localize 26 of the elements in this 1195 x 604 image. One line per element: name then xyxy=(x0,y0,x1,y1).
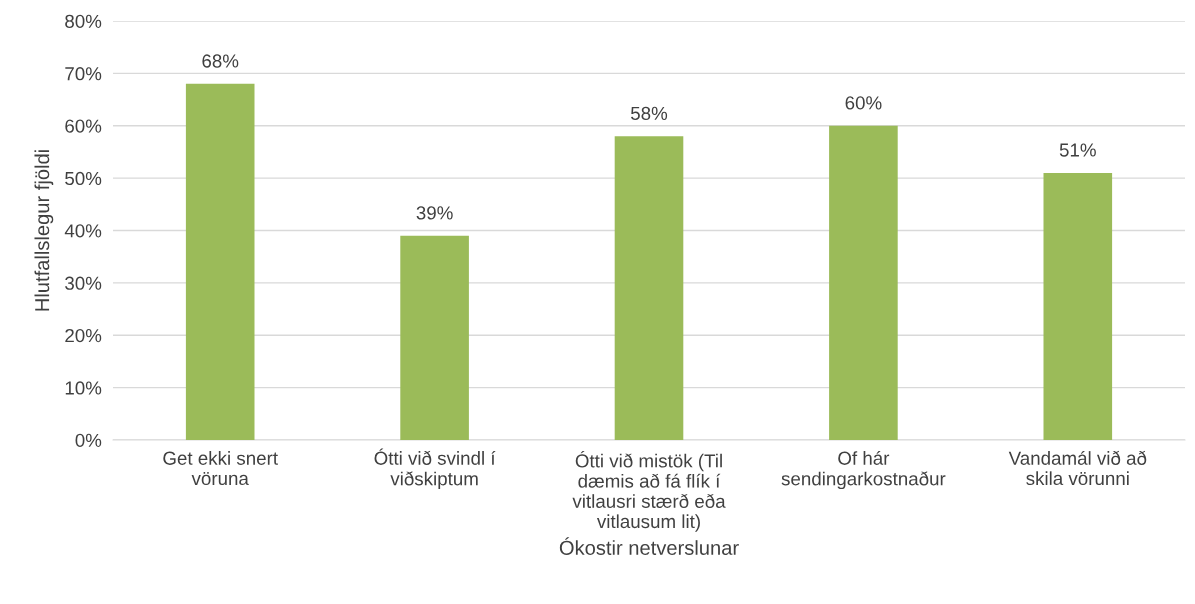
data-label: 68% xyxy=(202,54,239,68)
x-tick-label: Ótti við svindl í viðskiptum xyxy=(374,448,496,490)
y-tick-label: 0% xyxy=(75,433,102,447)
y-tick-label: 40% xyxy=(64,224,102,238)
y-tick-label: 50% xyxy=(65,171,102,186)
y-tick-label: 60% xyxy=(65,119,102,133)
x-tick-label: Ótti við mistök (Til dæmis að fá flík í vitlausri stærð eða vitlausum lit) xyxy=(572,451,726,532)
bar xyxy=(185,83,255,440)
x-tick-label: Of hár sendingarkostnaður xyxy=(781,450,946,490)
bar xyxy=(400,235,469,440)
data-label: 51% xyxy=(1059,143,1096,157)
y-tick-label: 10% xyxy=(65,381,102,395)
y-tick-label: 30% xyxy=(65,276,102,290)
y-tick-label: 80% xyxy=(65,14,102,28)
x-axis-title: Ókostir netverslunar xyxy=(559,537,739,555)
data-label: 58% xyxy=(630,106,668,121)
data-label: 39% xyxy=(416,206,453,220)
x-tick-label: Vandamál við að skila vörunni xyxy=(1008,450,1147,486)
data-label: 60% xyxy=(845,96,882,110)
y-tick-label: 20% xyxy=(65,328,102,343)
y-axis-title: Hlutfallslegur fjöldi xyxy=(34,150,54,311)
bar xyxy=(614,136,684,440)
y-tick-label: 70% xyxy=(65,67,102,81)
bar xyxy=(1043,172,1113,440)
x-tick-label: Get ekki snert vöruna xyxy=(163,451,278,486)
bar xyxy=(829,125,898,440)
